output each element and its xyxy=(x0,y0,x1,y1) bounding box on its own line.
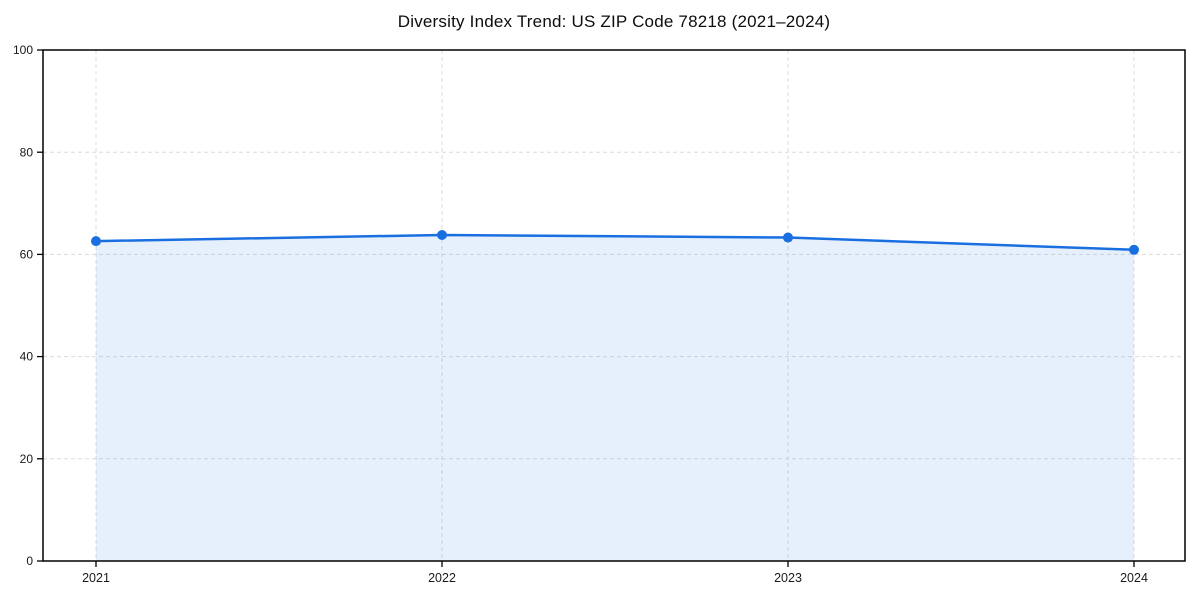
x-tick-label: 2022 xyxy=(428,571,456,585)
y-tick-label: 80 xyxy=(20,145,34,159)
y-tick-label: 20 xyxy=(20,452,34,466)
x-tick-label: 2024 xyxy=(1120,571,1148,585)
x-tick-label: 2023 xyxy=(774,571,802,585)
trend-line xyxy=(94,233,1136,252)
y-tick-label: 60 xyxy=(20,247,34,261)
y-tick-label: 0 xyxy=(26,554,33,568)
data-point-2023 xyxy=(783,232,793,243)
x-tick-label: 2021 xyxy=(82,571,110,585)
area-fill xyxy=(96,234,1134,561)
y-tick-label: 100 xyxy=(13,43,33,57)
plot-box xyxy=(42,49,1186,562)
data-point-2022 xyxy=(437,229,447,240)
data-point-2021 xyxy=(91,236,101,247)
data-point-2024 xyxy=(1129,244,1139,255)
y-tick-label: 40 xyxy=(20,350,34,364)
chart-title: Diversity Index Trend: US ZIP Code 78218… xyxy=(397,12,831,31)
